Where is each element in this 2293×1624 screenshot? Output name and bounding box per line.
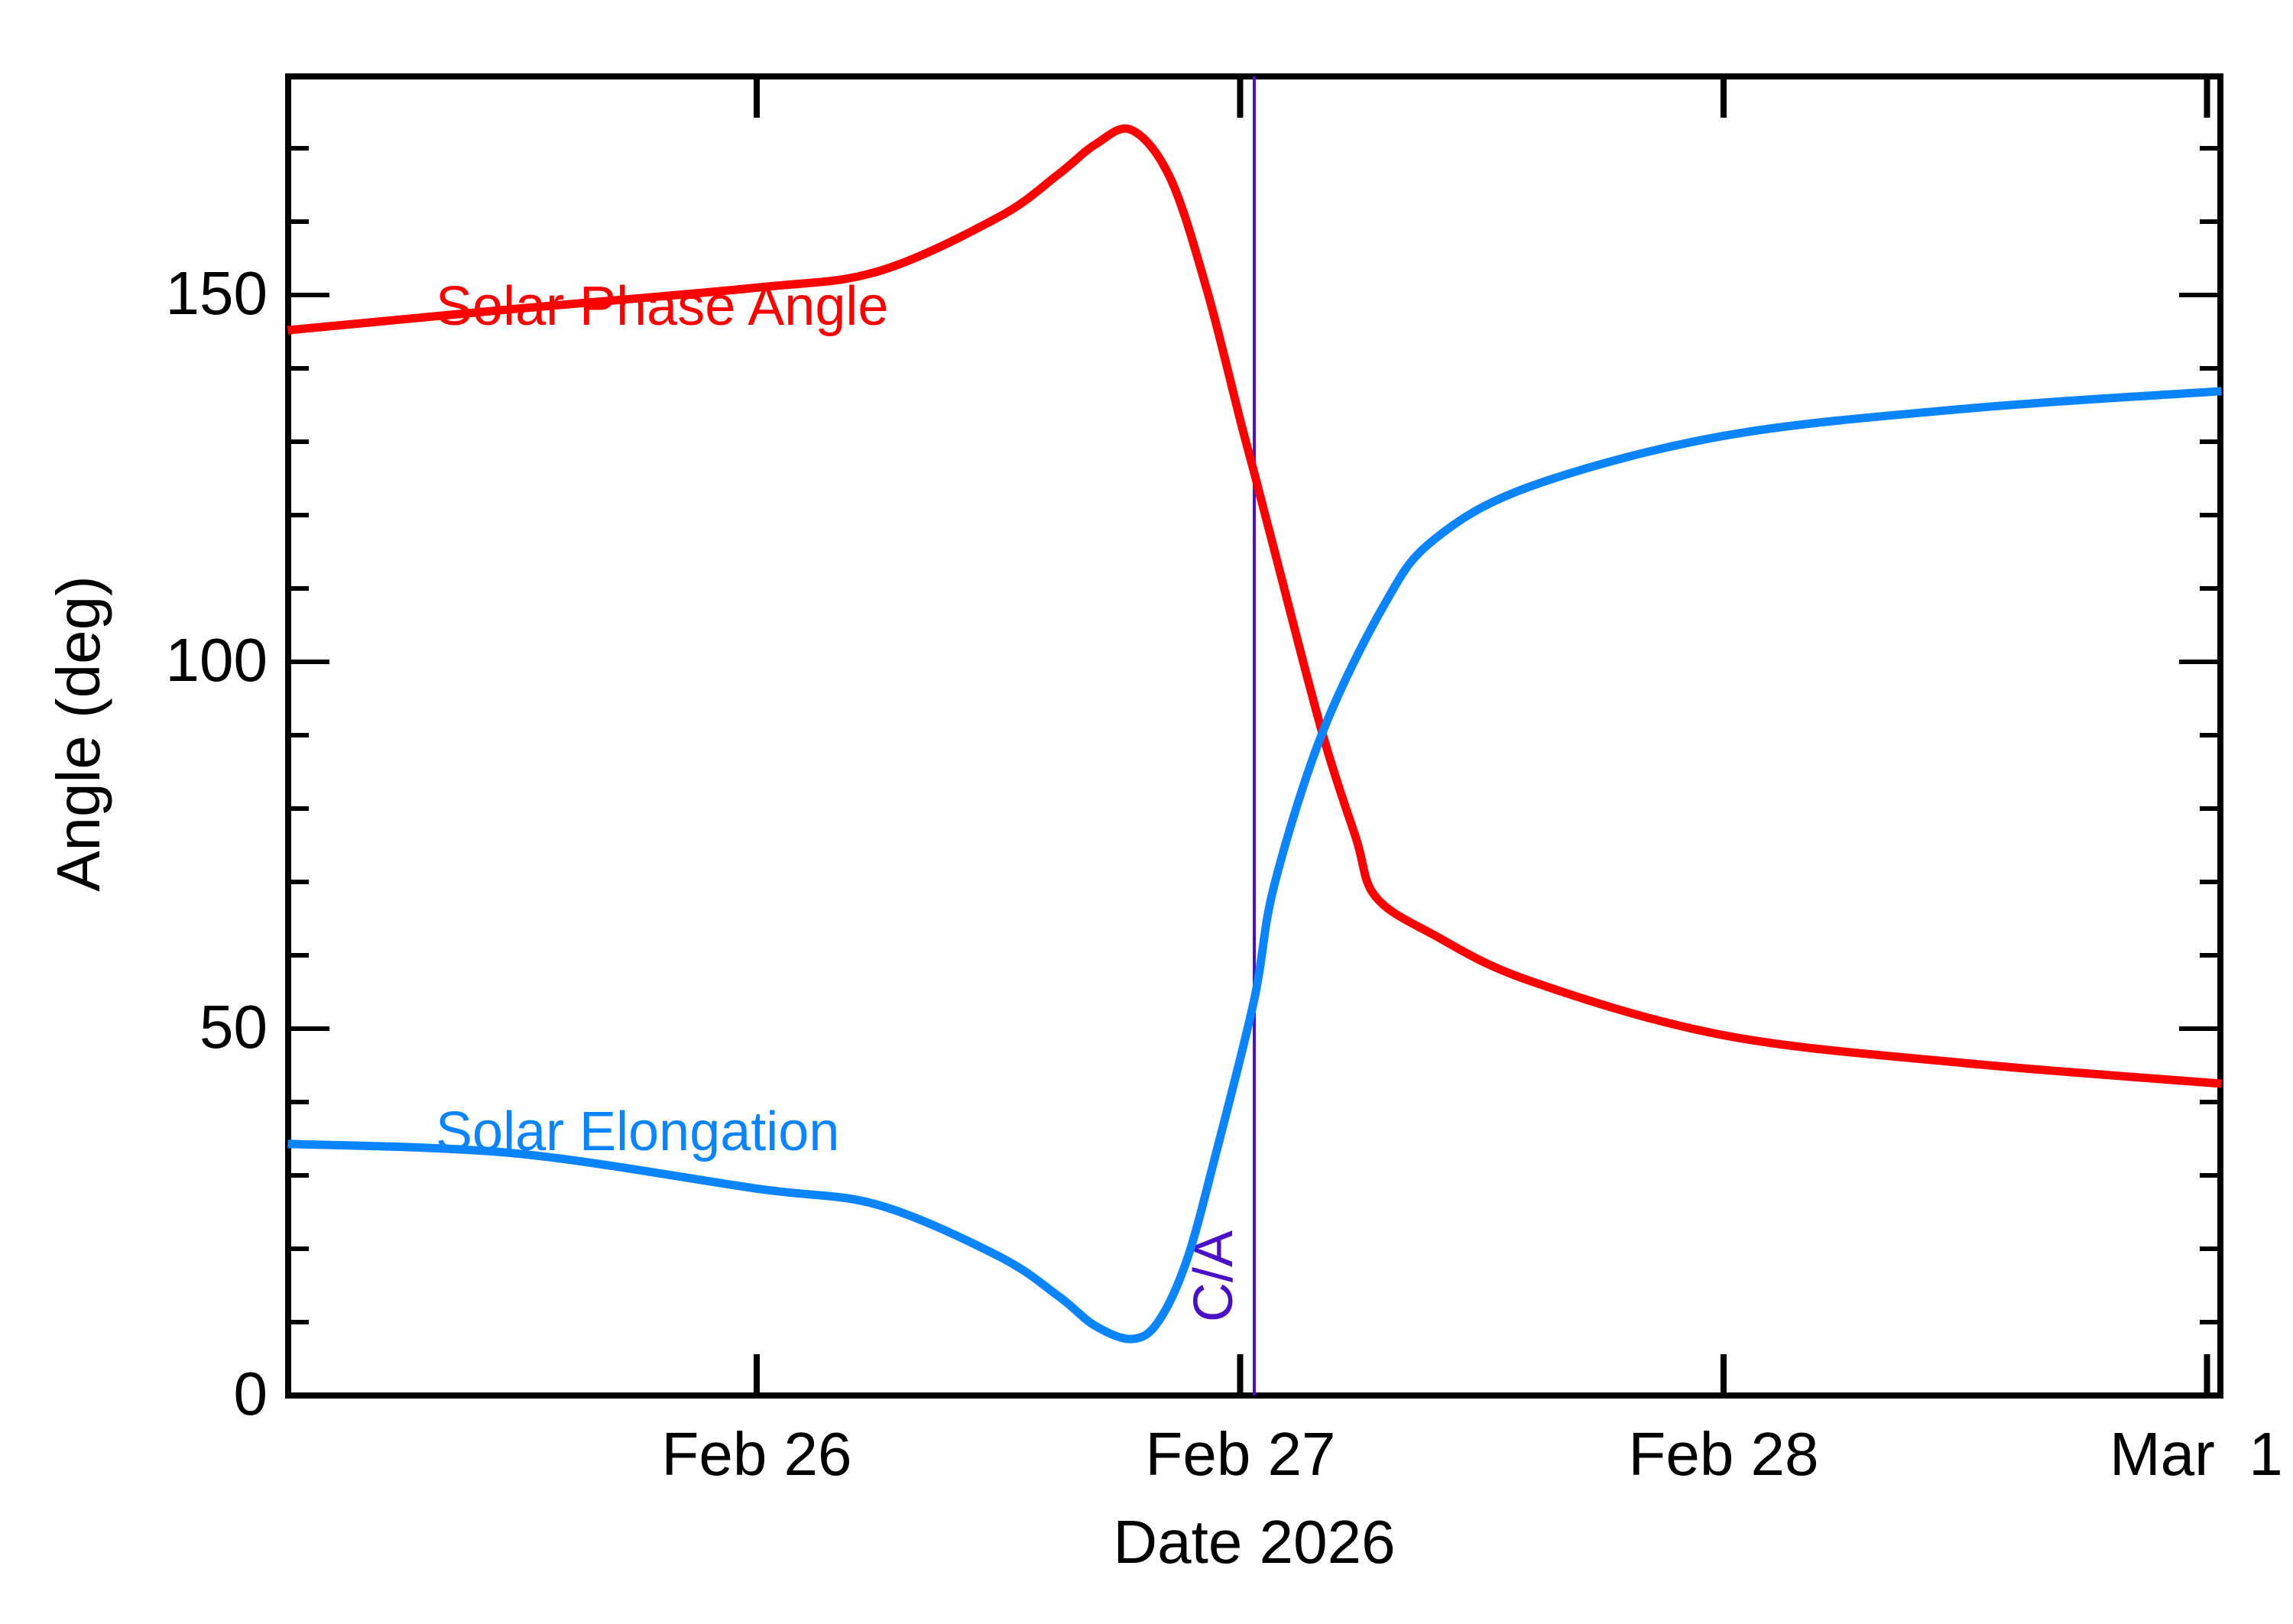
y-tick-label: 100 (166, 626, 268, 694)
y-tick-label: 0 (234, 1360, 268, 1428)
x-tick-label: Mar 1 (2110, 1420, 2283, 1488)
y-axis-title: Angle (deg) (44, 575, 112, 892)
solar-phase-angle-line (287, 124, 2222, 1088)
x-tick-label: Feb 27 (1145, 1420, 1335, 1488)
x-tick-label: Feb 28 (1628, 1420, 1818, 1488)
x-tick-label: Feb 26 (661, 1420, 851, 1488)
solar-elongation-label: Solar Elongation (436, 1101, 839, 1162)
axis-ticks (288, 76, 2220, 1395)
solar-elongation-line (287, 387, 2222, 1344)
y-tick-label: 50 (199, 993, 268, 1061)
x-axis-title: Date 2026 (1113, 1508, 1395, 1576)
y-tick-label: 150 (166, 259, 268, 327)
solar-phase-angle-label: Solar Phase Angle (436, 276, 888, 337)
